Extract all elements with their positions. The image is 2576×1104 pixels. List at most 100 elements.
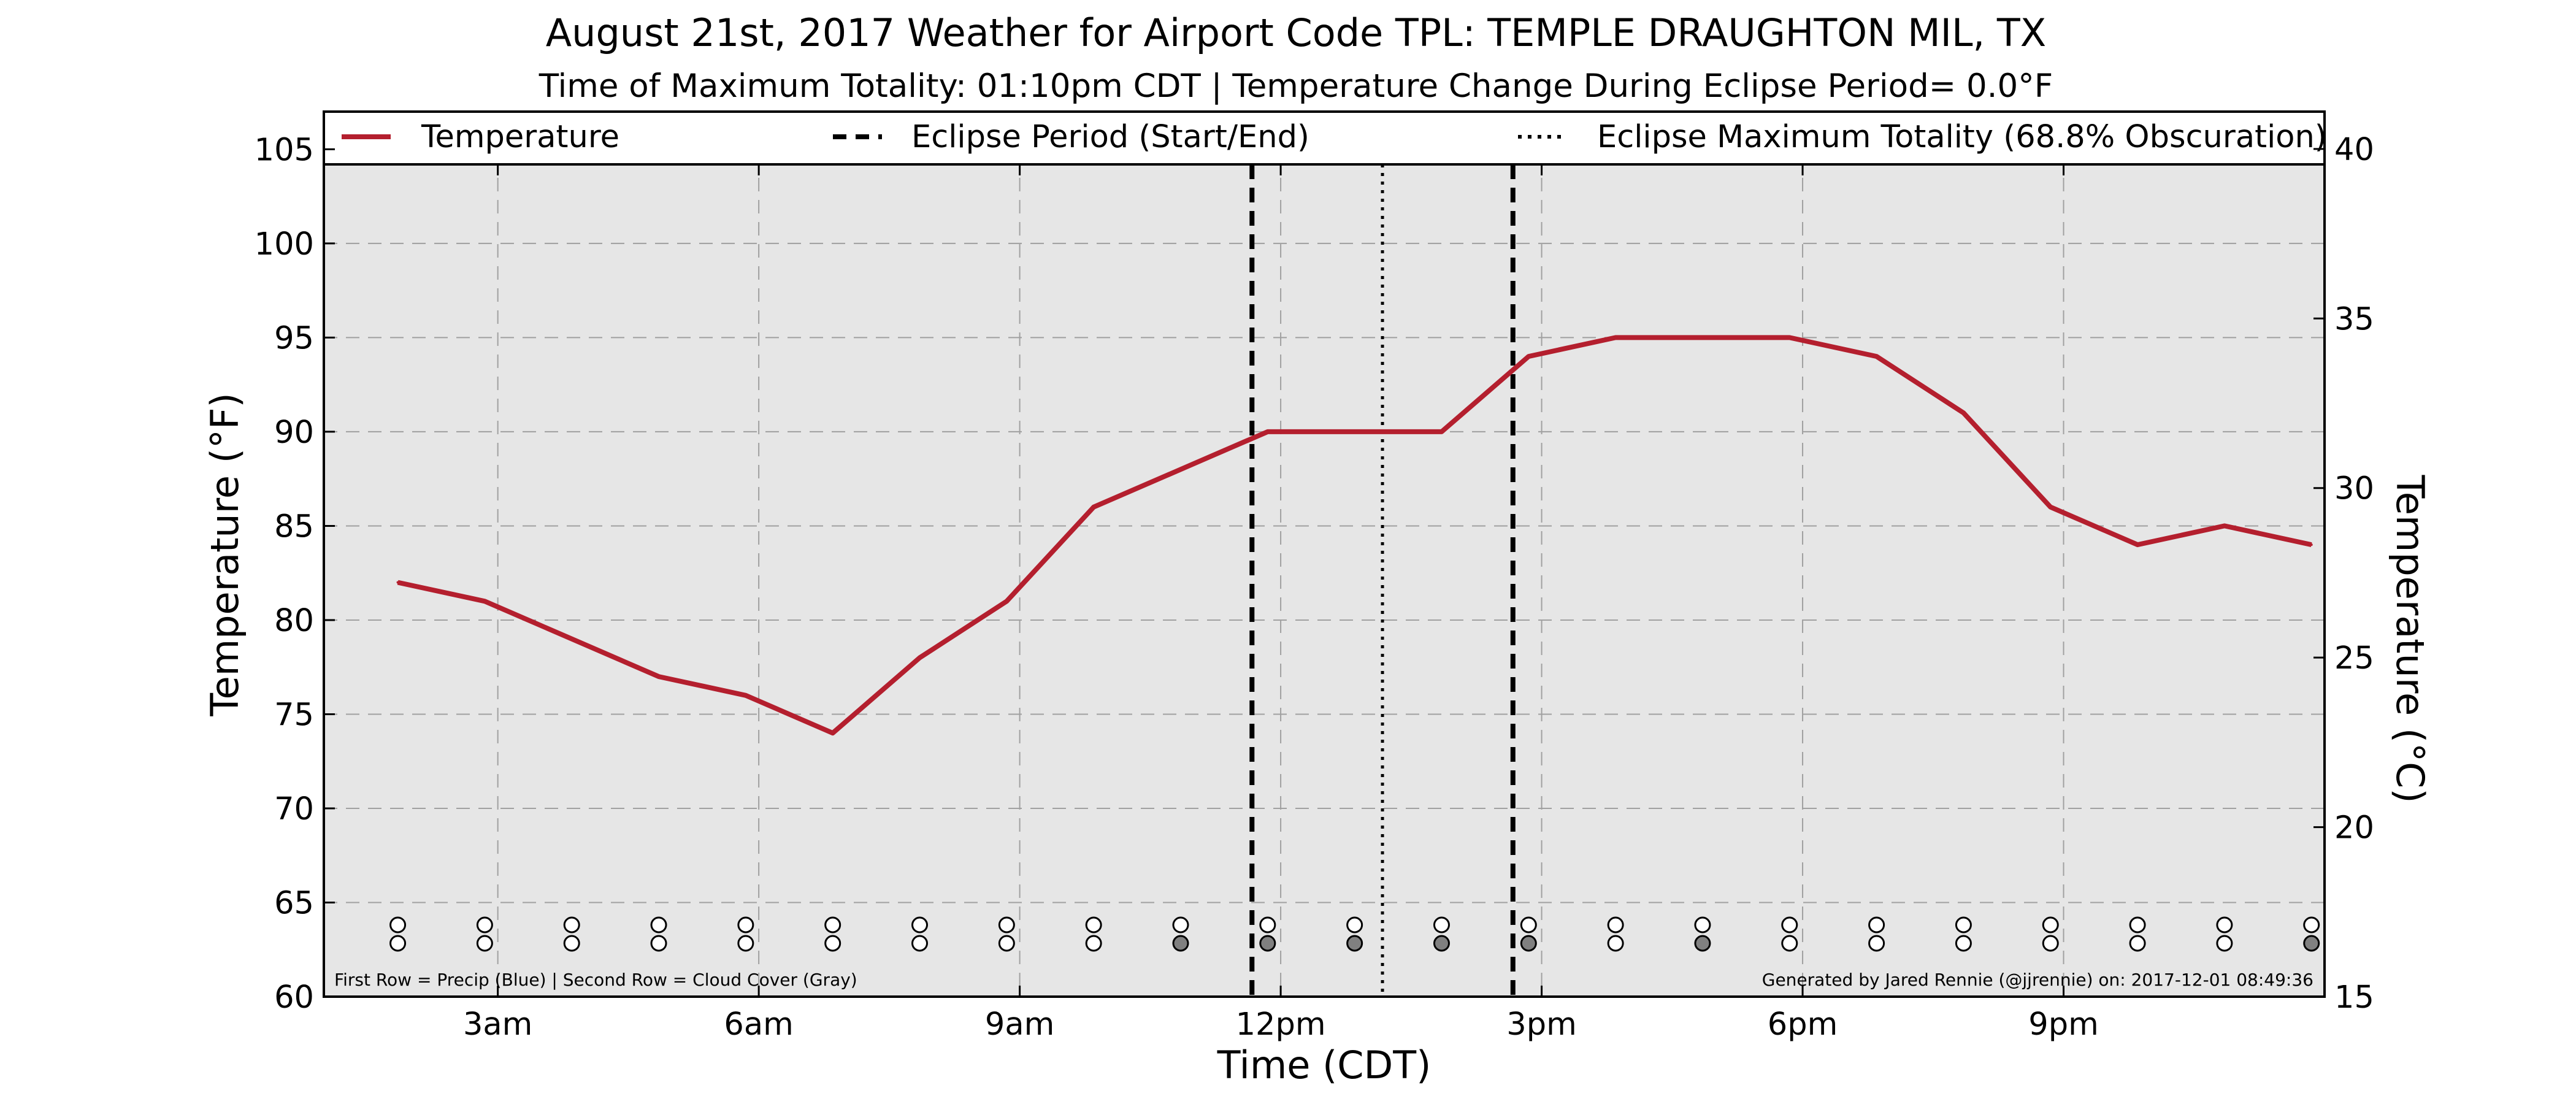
temperature-point [918, 656, 921, 659]
x-tick-label: 3pm [1506, 1006, 1577, 1043]
precip-marker [2303, 916, 2320, 933]
y-tick-label-left: 60 [274, 979, 314, 1016]
precip-marker [1259, 916, 1276, 933]
cloud-cover-marker [2129, 935, 2146, 952]
legend-label-eclipse-max: Eclipse Maximum Totality (68.8% Obscurat… [1597, 119, 2327, 155]
temperature-point [1092, 505, 1095, 508]
cloud-cover-marker [1085, 935, 1102, 952]
y-axis-label-right: Temperature (°C) [2388, 474, 2432, 803]
cloud-cover-marker [998, 935, 1015, 952]
precip-marker [476, 916, 493, 933]
y-tick-label-right: 20 [2334, 810, 2374, 846]
cloud-cover-marker [650, 935, 667, 952]
y-tick-label-left: 70 [274, 791, 314, 827]
annotation-rows-legend: First Row = Precip (Blue) | Second Row =… [334, 970, 857, 990]
temperature-point [396, 581, 399, 584]
temperature-point [831, 732, 834, 735]
cloud-cover-marker [1520, 935, 1537, 952]
temperature-point [2223, 524, 2226, 527]
legend-label-temperature: Temperature [421, 119, 619, 155]
precip-marker [1433, 916, 1450, 933]
y-tick-label-right: 30 [2334, 471, 2374, 507]
x-tick-label: 12pm [1236, 1006, 1326, 1043]
precip-marker [2216, 916, 2233, 933]
precip-marker [563, 916, 580, 933]
temperature-point [1353, 430, 1356, 433]
precip-marker [1694, 916, 1711, 933]
precip-cloud-rows [389, 916, 2320, 952]
cloud-cover-marker [1346, 935, 1363, 952]
precip-marker [1781, 916, 1798, 933]
precip-marker [1955, 916, 1972, 933]
x-tick-label: 3am [463, 1006, 532, 1043]
cloud-cover-marker [2303, 935, 2320, 952]
y-tick-label-right: 40 [2334, 132, 2374, 168]
x-tick-label: 9am [985, 1006, 1054, 1043]
temperature-point [2136, 543, 2139, 546]
annotation-credit: Generated by Jared Rennie (@jjrennie) on… [1762, 970, 2313, 990]
temperature-point [744, 694, 747, 697]
cloud-cover-marker [389, 935, 407, 952]
cloud-cover-marker [1259, 935, 1276, 952]
x-tick-label: 9pm [2028, 1006, 2099, 1043]
temperature-point [1440, 430, 1443, 433]
y-tick-label-right: 35 [2334, 301, 2374, 337]
cloud-cover-marker [1172, 935, 1189, 952]
cloud-cover-marker [1607, 935, 1624, 952]
precip-marker [1520, 916, 1537, 933]
precip-marker [2042, 916, 2059, 933]
precip-marker [650, 916, 667, 933]
y-tick-label-right: 25 [2334, 640, 2374, 677]
cloud-cover-marker [2042, 935, 2059, 952]
cloud-cover-marker [1433, 935, 1450, 952]
y-tick-label-left: 105 [255, 132, 314, 168]
temperature-series [396, 335, 2313, 736]
precip-marker [1868, 916, 1885, 933]
chart-title: August 21st, 2017 Weather for Airport Co… [546, 10, 2047, 55]
legend-label-eclipse-period: Eclipse Period (Start/End) [911, 119, 1309, 155]
x-axis-label: Time (CDT) [1217, 1043, 1432, 1087]
temperature-point [1875, 355, 1878, 358]
precip-marker [1172, 916, 1189, 933]
precip-marker [2129, 916, 2146, 933]
cloud-cover-marker [911, 935, 929, 952]
temperature-point [1266, 430, 1269, 433]
cloud-cover-marker [1868, 935, 1885, 952]
cloud-cover-marker [824, 935, 841, 952]
y-tick-label-left: 75 [274, 697, 314, 733]
temperature-point [1788, 336, 1791, 339]
y-tick-label-left: 90 [274, 415, 314, 451]
cloud-cover-marker [2216, 935, 2233, 952]
chart-subtitle: Time of Maximum Totality: 01:10pm CDT | … [539, 67, 2053, 105]
axes: 60 65 70 75 80 85 90 95 100 105 15 20 25 30 35 40 3am 6am… [255, 132, 2374, 1043]
y-tick-label-left: 80 [274, 603, 314, 639]
cloud-cover-marker [563, 935, 580, 952]
temperature-point [1962, 412, 1965, 415]
temperature-point [2310, 543, 2313, 546]
temperature-point [483, 600, 486, 603]
x-tick-label: 6am [724, 1006, 793, 1043]
precip-marker [737, 916, 754, 933]
cloud-cover-marker [737, 935, 754, 952]
y-tick-label-left: 65 [274, 885, 314, 921]
y-tick-label-left: 95 [274, 320, 314, 356]
precip-marker [824, 916, 841, 933]
temperature-point [1614, 336, 1617, 339]
eclipse-markers [1249, 164, 1516, 997]
y-tick-label-left: 85 [274, 508, 314, 545]
temperature-point [1005, 600, 1008, 603]
temperature-point [1179, 468, 1182, 471]
precip-marker [389, 916, 407, 933]
temperature-point [657, 675, 661, 678]
precip-marker [1085, 916, 1102, 933]
y-axis-label-left: Temperature (°F) [202, 393, 247, 716]
cloud-cover-marker [476, 935, 493, 952]
precip-marker [1607, 916, 1624, 933]
cloud-cover-marker [1955, 935, 1972, 952]
x-tick-label: 6pm [1768, 1006, 1838, 1043]
cloud-cover-marker [1781, 935, 1798, 952]
cloud-cover-marker [1694, 935, 1711, 952]
temperature-point [1527, 355, 1530, 358]
temperature-point [570, 637, 573, 640]
